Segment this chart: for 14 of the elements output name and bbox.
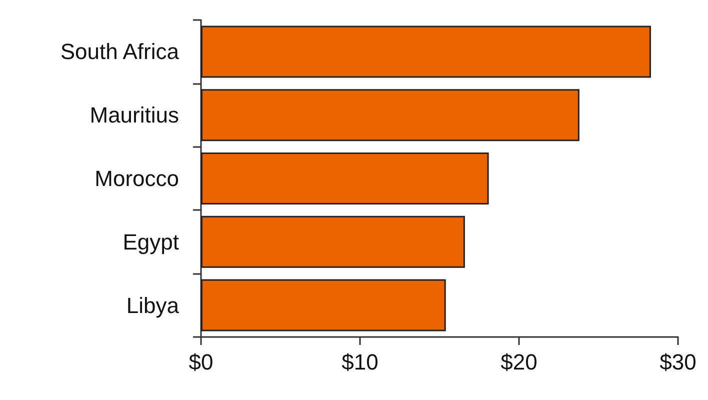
y-tick-label: Libya — [126, 292, 180, 318]
x-tick-label: $0 — [188, 350, 214, 374]
y-tick-label: Egypt — [122, 229, 179, 254]
bar — [201, 89, 580, 142]
bar — [201, 26, 651, 78]
x-tick-label: $30 — [660, 350, 696, 374]
y-tick-label: Morocco — [94, 166, 179, 191]
bar — [201, 216, 465, 268]
x-tick-label: $20 — [500, 350, 538, 374]
x-tick-label: $10 — [342, 350, 378, 374]
bar — [201, 279, 446, 332]
bar — [201, 152, 489, 204]
y-tick-label: South Africa — [60, 39, 180, 64]
y-tick-label: Mauritius — [90, 102, 179, 128]
